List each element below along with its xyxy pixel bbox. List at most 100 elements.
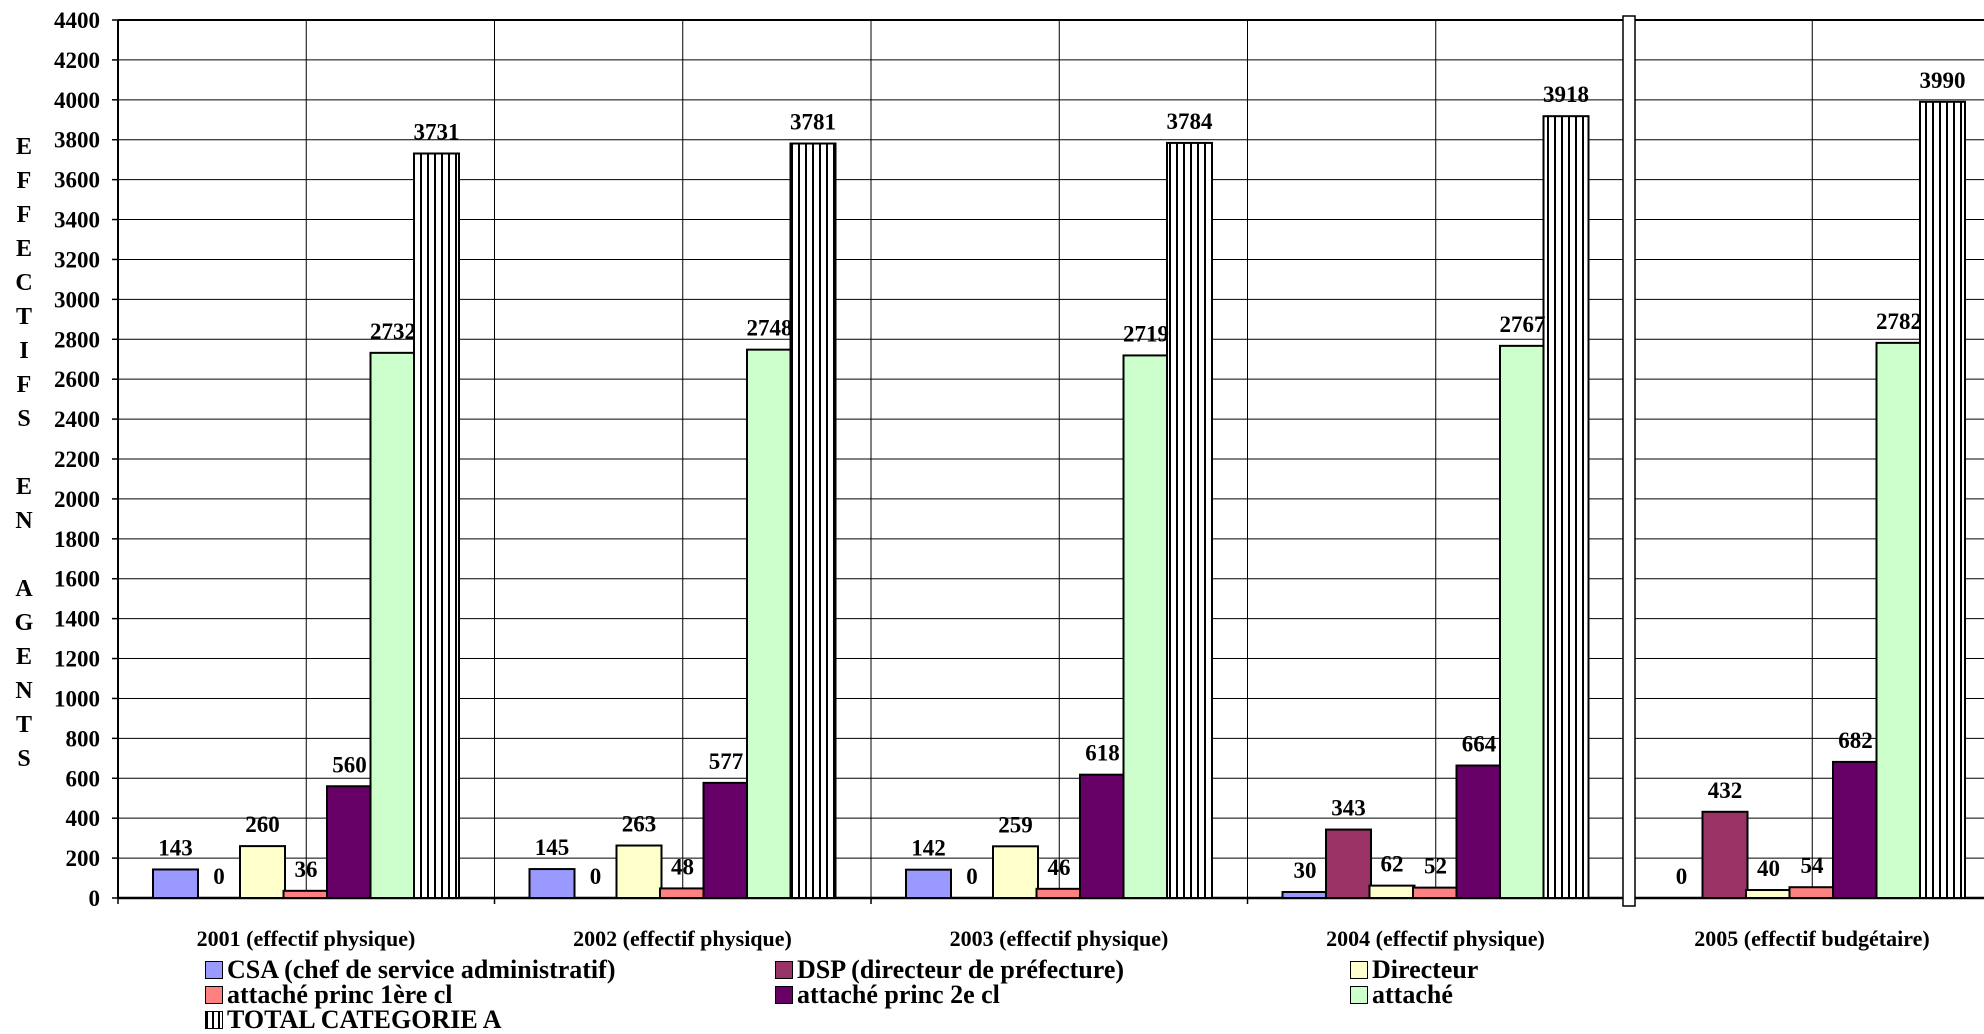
y-axis-title-letter: T	[15, 304, 32, 330]
data-label: 682	[1838, 728, 1873, 753]
y-tick-label: 1000	[54, 686, 100, 711]
bar	[1325, 828, 1372, 899]
data-label: 143	[158, 835, 193, 860]
bar	[152, 868, 199, 900]
bar	[659, 887, 706, 899]
bar	[413, 152, 460, 899]
data-label: 432	[1708, 778, 1743, 803]
legend-item: attaché princ 1ère cl	[205, 982, 453, 1008]
bar	[1281, 891, 1329, 899]
data-label: 54	[1801, 853, 1825, 878]
data-label: 263	[622, 812, 657, 837]
data-label: 62	[1381, 852, 1404, 877]
y-tick-label: 2800	[54, 327, 100, 352]
data-label: 664	[1462, 732, 1497, 757]
bar	[1412, 886, 1459, 900]
y-axis-title-letter: T	[15, 712, 32, 738]
bar	[746, 348, 793, 899]
data-label: 2782	[1876, 309, 1922, 334]
y-tick-label: 1400	[54, 607, 100, 632]
data-labels: 143 0 260 36 560 2732 3731 145 0 263 48 577 2748 3781…	[158, 68, 1965, 889]
legend-item: attaché princ 2e cl	[775, 982, 1000, 1008]
legend-item: TOTAL CATEGORIE A	[205, 1005, 502, 1034]
data-label: 260	[245, 812, 280, 837]
bar	[528, 868, 576, 900]
y-tick-label: 2200	[54, 447, 100, 472]
data-label: 2719	[1123, 321, 1169, 346]
y-axis-title-letter: G	[14, 610, 34, 636]
legend-label: CSA (chef de service administratif)	[227, 955, 616, 984]
legend-swatch	[775, 960, 793, 979]
data-label: 0	[1676, 864, 1688, 889]
tick-labels: 0200400600800100012001400160018002000220…	[54, 8, 1930, 951]
bar	[615, 844, 663, 899]
y-tick-label: 1200	[54, 647, 100, 672]
data-label: 2767	[1500, 312, 1546, 337]
data-label: 48	[671, 854, 694, 879]
data-label: 259	[998, 812, 1033, 837]
legend-label: attaché	[1372, 980, 1453, 1009]
axis-break-marker	[1622, 15, 1636, 907]
legend-label: TOTAL CATEGORIE A	[227, 1005, 502, 1034]
data-label: 3784	[1167, 109, 1214, 134]
data-label: 3990	[1920, 68, 1966, 93]
data-label: 46	[1048, 855, 1071, 880]
bar	[992, 845, 1039, 900]
bar	[1542, 115, 1590, 899]
bar	[1122, 354, 1170, 899]
y-tick-label: 800	[66, 726, 101, 751]
x-tick-label: 2005 (effectif budgétaire)	[1694, 926, 1929, 951]
y-tick-label: 2000	[54, 487, 100, 512]
y-tick-label: 200	[66, 846, 101, 871]
data-label: 2732	[370, 319, 416, 344]
legend-item: DSP (directeur de préfecture)	[775, 955, 1125, 984]
data-label: 560	[332, 752, 367, 777]
y-axis-title-letter: F	[16, 372, 32, 398]
bar	[239, 845, 286, 899]
y-axis-title-letter: I	[19, 338, 29, 364]
legend-swatch	[775, 985, 793, 1004]
y-axis-title-letter: N	[15, 678, 33, 704]
y-tick-label: 3200	[54, 247, 100, 272]
y-axis-title-letter: E	[15, 134, 32, 160]
legend-swatch	[1350, 960, 1368, 979]
bar	[369, 351, 417, 900]
y-tick-label: 1600	[54, 567, 100, 592]
bar	[789, 142, 837, 900]
bar	[1745, 889, 1792, 900]
y-axis-title-letter: S	[17, 406, 31, 432]
data-label: 618	[1085, 741, 1120, 766]
y-axis-title-letter: A	[15, 576, 33, 602]
data-label: 3731	[414, 119, 460, 144]
legend-item: CSA (chef de service administratif)	[205, 955, 616, 984]
bars	[152, 100, 1966, 900]
bar	[1079, 773, 1126, 899]
y-tick-label: 4000	[54, 88, 100, 113]
data-label: 30	[1294, 858, 1317, 883]
bar	[905, 868, 952, 900]
x-tick-label: 2004 (effectif physique)	[1326, 926, 1545, 951]
legend-swatch	[205, 985, 223, 1004]
y-axis-title-letter: E	[15, 236, 32, 262]
y-axis-title-letter: F	[16, 168, 32, 194]
legend-label: DSP (directeur de préfecture)	[797, 955, 1125, 984]
y-tick-label: 1800	[54, 527, 100, 552]
data-label: 0	[590, 864, 602, 889]
bar	[1875, 341, 1923, 899]
y-tick-label: 3000	[54, 287, 100, 312]
y-tick-label: 2400	[54, 407, 100, 432]
legend-swatch	[205, 1010, 223, 1029]
bar	[1166, 141, 1213, 900]
data-label: 0	[966, 864, 978, 889]
bar	[1455, 764, 1503, 900]
x-tick-label: 2003 (effectif physique)	[950, 926, 1169, 951]
bar	[1832, 760, 1879, 899]
y-tick-label: 3800	[54, 128, 100, 153]
data-label: 3781	[790, 110, 836, 135]
y-tick-label: 3600	[54, 168, 100, 193]
y-tick-label: 2600	[54, 367, 100, 392]
y-tick-label: 600	[66, 766, 101, 791]
bar	[1788, 886, 1836, 900]
data-label: 36	[295, 857, 318, 882]
